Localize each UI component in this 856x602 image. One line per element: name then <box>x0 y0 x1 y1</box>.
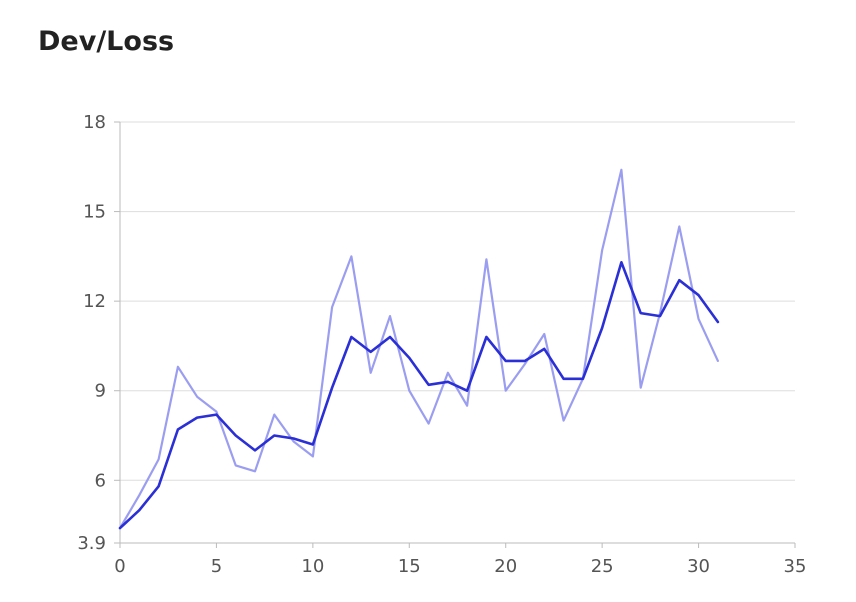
x-tick-label: 10 <box>301 556 324 577</box>
x-tick-label: 15 <box>398 556 421 577</box>
x-tick-label: 5 <box>211 556 222 577</box>
x-tick-label: 20 <box>494 556 517 577</box>
x-tick-label: 30 <box>687 556 710 577</box>
x-tick-label: 35 <box>784 556 807 577</box>
chart-title: Dev/Loss <box>38 26 175 57</box>
y-tick-label: 9 <box>95 381 106 402</box>
x-tick-label: 25 <box>591 556 614 577</box>
tick-labels: 3.9 6 9 12 15 18 0 5 10 15 20 25 30 35 <box>77 112 806 577</box>
y-tick-label: 15 <box>83 202 106 223</box>
y-tick-label: 6 <box>95 470 106 491</box>
series-lines <box>118 168 720 530</box>
axes <box>114 121 796 548</box>
y-tick-label: 12 <box>83 291 106 312</box>
smoothed-series-line <box>118 260 720 530</box>
y-tick-label: 18 <box>83 112 106 133</box>
y-tick-label: 3.9 <box>77 533 106 554</box>
x-tick-label: 0 <box>114 556 125 577</box>
raw-series-line <box>118 168 720 530</box>
